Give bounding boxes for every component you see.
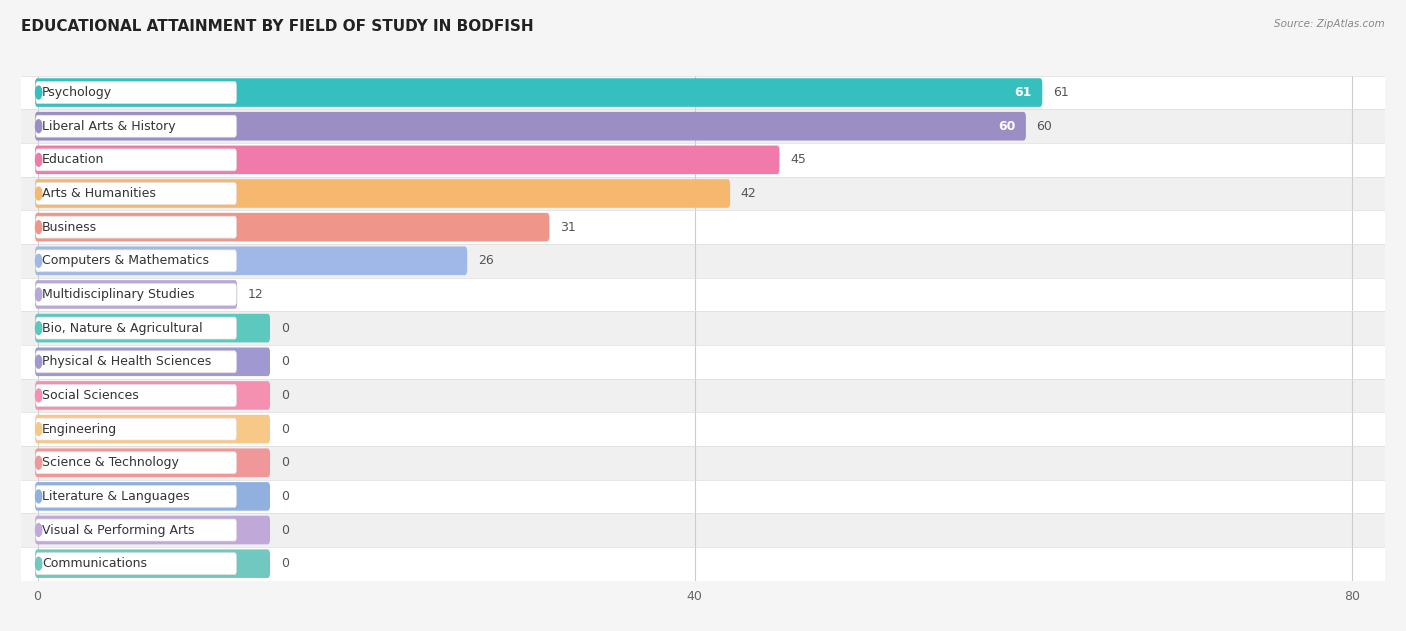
Text: 26: 26 bbox=[478, 254, 494, 268]
FancyBboxPatch shape bbox=[35, 516, 270, 545]
Bar bbox=[0, 109, 1406, 143]
Text: Science & Technology: Science & Technology bbox=[42, 456, 179, 469]
FancyBboxPatch shape bbox=[37, 81, 236, 103]
Text: Education: Education bbox=[42, 153, 104, 167]
Text: Literature & Languages: Literature & Languages bbox=[42, 490, 190, 503]
FancyBboxPatch shape bbox=[35, 78, 1042, 107]
Circle shape bbox=[35, 456, 42, 469]
Text: Liberal Arts & History: Liberal Arts & History bbox=[42, 120, 176, 133]
Bar bbox=[0, 311, 1406, 345]
Bar bbox=[0, 177, 1406, 210]
Circle shape bbox=[35, 355, 42, 369]
Circle shape bbox=[35, 490, 42, 503]
Text: EDUCATIONAL ATTAINMENT BY FIELD OF STUDY IN BODFISH: EDUCATIONAL ATTAINMENT BY FIELD OF STUDY… bbox=[21, 19, 534, 34]
Circle shape bbox=[35, 524, 42, 536]
Text: Communications: Communications bbox=[42, 557, 148, 570]
Text: 42: 42 bbox=[741, 187, 756, 200]
Text: 0: 0 bbox=[281, 355, 288, 369]
Text: 0: 0 bbox=[281, 557, 288, 570]
FancyBboxPatch shape bbox=[37, 384, 236, 406]
FancyBboxPatch shape bbox=[37, 519, 236, 541]
Circle shape bbox=[35, 322, 42, 334]
FancyBboxPatch shape bbox=[35, 247, 467, 275]
Text: 31: 31 bbox=[560, 221, 576, 233]
Circle shape bbox=[35, 423, 42, 435]
Text: 0: 0 bbox=[281, 322, 288, 334]
FancyBboxPatch shape bbox=[37, 418, 236, 440]
Circle shape bbox=[35, 221, 42, 233]
Text: 0: 0 bbox=[281, 490, 288, 503]
Bar bbox=[0, 412, 1406, 446]
FancyBboxPatch shape bbox=[37, 182, 236, 204]
Text: Bio, Nature & Agricultural: Bio, Nature & Agricultural bbox=[42, 322, 202, 334]
Bar bbox=[0, 480, 1406, 513]
Text: 45: 45 bbox=[790, 153, 806, 167]
FancyBboxPatch shape bbox=[37, 317, 236, 339]
Text: Visual & Performing Arts: Visual & Performing Arts bbox=[42, 524, 194, 536]
Text: 0: 0 bbox=[281, 389, 288, 402]
FancyBboxPatch shape bbox=[35, 482, 270, 510]
Bar bbox=[0, 76, 1406, 109]
Text: Business: Business bbox=[42, 221, 97, 233]
FancyBboxPatch shape bbox=[35, 348, 270, 376]
Circle shape bbox=[35, 120, 42, 133]
Text: Engineering: Engineering bbox=[42, 423, 117, 435]
FancyBboxPatch shape bbox=[35, 213, 550, 242]
FancyBboxPatch shape bbox=[35, 146, 779, 174]
Bar bbox=[0, 244, 1406, 278]
Text: Social Sciences: Social Sciences bbox=[42, 389, 139, 402]
Circle shape bbox=[35, 86, 42, 99]
Text: 61: 61 bbox=[1014, 86, 1032, 99]
FancyBboxPatch shape bbox=[35, 280, 238, 309]
Bar bbox=[0, 547, 1406, 581]
Text: Source: ZipAtlas.com: Source: ZipAtlas.com bbox=[1274, 19, 1385, 29]
FancyBboxPatch shape bbox=[37, 149, 236, 171]
Bar bbox=[0, 379, 1406, 412]
Text: Multidisciplinary Studies: Multidisciplinary Studies bbox=[42, 288, 194, 301]
FancyBboxPatch shape bbox=[37, 115, 236, 137]
Text: 60: 60 bbox=[998, 120, 1015, 133]
Circle shape bbox=[35, 153, 42, 167]
Text: 60: 60 bbox=[1036, 120, 1053, 133]
Text: 0: 0 bbox=[281, 423, 288, 435]
Circle shape bbox=[35, 557, 42, 570]
Bar bbox=[0, 345, 1406, 379]
Text: Physical & Health Sciences: Physical & Health Sciences bbox=[42, 355, 211, 369]
FancyBboxPatch shape bbox=[35, 449, 270, 477]
FancyBboxPatch shape bbox=[37, 485, 236, 507]
Text: 61: 61 bbox=[1053, 86, 1069, 99]
FancyBboxPatch shape bbox=[35, 415, 270, 444]
Text: Psychology: Psychology bbox=[42, 86, 112, 99]
FancyBboxPatch shape bbox=[35, 112, 1026, 141]
Bar bbox=[0, 210, 1406, 244]
Text: Arts & Humanities: Arts & Humanities bbox=[42, 187, 156, 200]
Bar bbox=[0, 143, 1406, 177]
Circle shape bbox=[35, 254, 42, 268]
FancyBboxPatch shape bbox=[37, 250, 236, 272]
FancyBboxPatch shape bbox=[37, 553, 236, 575]
FancyBboxPatch shape bbox=[37, 283, 236, 305]
FancyBboxPatch shape bbox=[35, 550, 270, 578]
Text: 12: 12 bbox=[247, 288, 263, 301]
Text: 0: 0 bbox=[281, 456, 288, 469]
FancyBboxPatch shape bbox=[35, 381, 270, 410]
Bar bbox=[0, 513, 1406, 547]
FancyBboxPatch shape bbox=[37, 216, 236, 238]
FancyBboxPatch shape bbox=[37, 452, 236, 474]
Bar bbox=[0, 278, 1406, 311]
Circle shape bbox=[35, 187, 42, 200]
Bar bbox=[0, 446, 1406, 480]
Text: Computers & Mathematics: Computers & Mathematics bbox=[42, 254, 209, 268]
Text: 0: 0 bbox=[281, 524, 288, 536]
Circle shape bbox=[35, 389, 42, 402]
Circle shape bbox=[35, 288, 42, 301]
FancyBboxPatch shape bbox=[37, 351, 236, 373]
FancyBboxPatch shape bbox=[35, 179, 730, 208]
FancyBboxPatch shape bbox=[35, 314, 270, 343]
